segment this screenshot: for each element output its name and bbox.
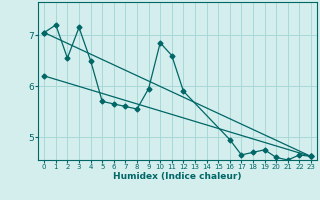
X-axis label: Humidex (Indice chaleur): Humidex (Indice chaleur) [113, 172, 242, 181]
